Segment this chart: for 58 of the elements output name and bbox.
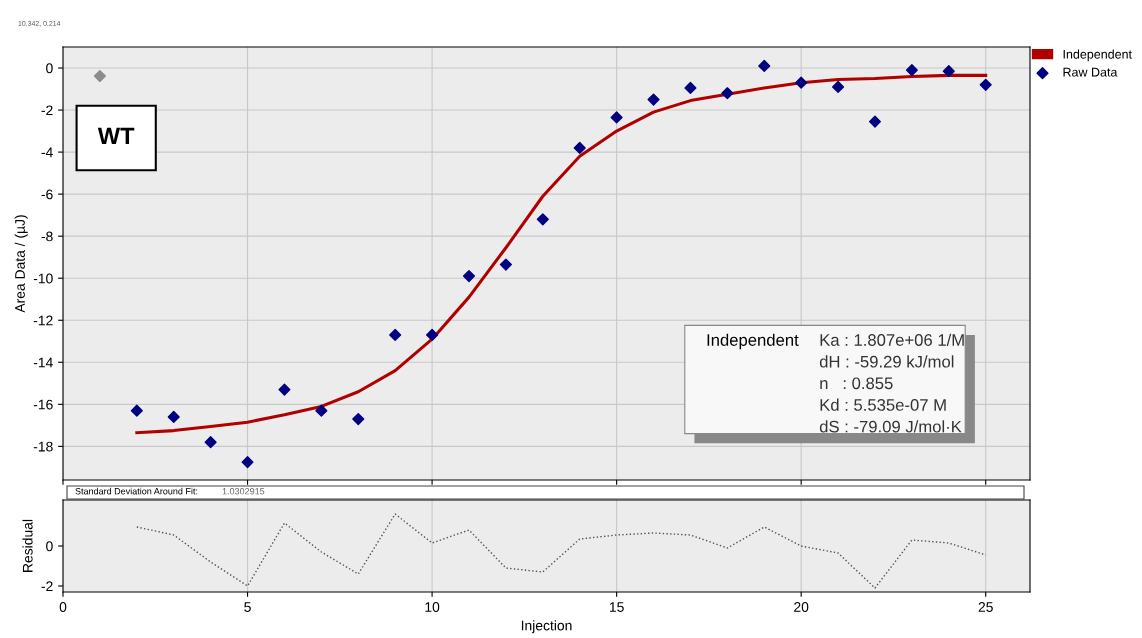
point [278, 383, 291, 396]
x-tick-label: 10 [425, 602, 440, 612]
annotation: dH : -59.29 kJ/mol [819, 355, 954, 368]
point [647, 93, 660, 106]
point [499, 258, 512, 271]
y-tick-label: -8 [41, 231, 53, 242]
annotation: WT [97, 127, 135, 145]
y-tick-label: 0 [46, 63, 53, 74]
annotation: n : 0.855 [820, 377, 893, 390]
x-axis-title: Injection [521, 620, 572, 634]
line-series [136, 513, 987, 589]
text: Standard Deviation Around Fit: [75, 487, 198, 495]
annotation: dS : -79.09 J/mol·K [819, 420, 962, 433]
y-tick-label: -6 [41, 189, 53, 200]
point [315, 404, 328, 417]
x-tick-label: 15 [609, 602, 624, 612]
y-tick-label: -4 [41, 147, 53, 158]
legend-label: Independent [1063, 49, 1132, 62]
point [93, 69, 106, 83]
point [979, 78, 992, 91]
y-tick-label: 0 [46, 541, 53, 552]
point [167, 410, 180, 424]
point [536, 213, 549, 226]
point [204, 436, 217, 449]
point [426, 328, 439, 342]
point [832, 80, 845, 94]
point [241, 456, 254, 469]
annotation: Kd : 5.535e-07 M [820, 398, 946, 411]
y-tick-label: -10 [33, 273, 53, 284]
point [721, 87, 734, 100]
y-tick-label: -14 [33, 357, 53, 368]
point [573, 141, 586, 154]
x-tick-label: 25 [978, 602, 993, 612]
annotation: Independent [707, 333, 799, 350]
point [868, 115, 882, 128]
text: 1.0302915 [222, 488, 265, 495]
point [389, 328, 402, 342]
y-tick-label: -2 [41, 105, 53, 116]
y-tick-label: -16 [33, 399, 53, 410]
point [905, 64, 918, 77]
y-tick-label: -18 [33, 441, 53, 452]
point [130, 404, 143, 417]
point [758, 59, 771, 72]
y-tick-label: -12 [33, 315, 53, 326]
legend-label: Raw Data [1063, 67, 1118, 77]
point [942, 65, 955, 78]
y-axis-title: Residual [22, 519, 33, 572]
point [610, 111, 623, 124]
point [795, 76, 808, 89]
y-tick-label: -2 [41, 581, 53, 592]
point [352, 412, 365, 426]
point [462, 270, 476, 283]
annotation: Ka : 1.807e+06 1/M [820, 333, 964, 346]
x-tick-label: 5 [244, 602, 251, 612]
x-tick-label: 20 [794, 602, 809, 612]
x-tick-label: 0 [59, 602, 67, 612]
point [684, 81, 697, 95]
y-axis-title: Area Data / (µJ) [14, 215, 28, 313]
